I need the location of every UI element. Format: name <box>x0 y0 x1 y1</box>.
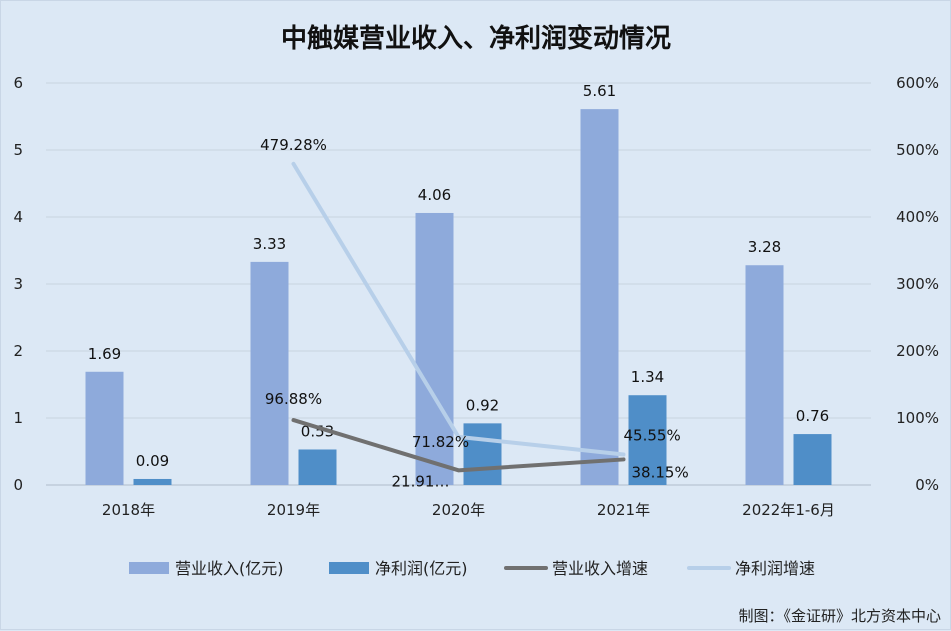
chart-title: 中触媒营业收入、净利润变动情况 <box>281 23 671 54</box>
left-axis-tick: 5 <box>13 141 23 159</box>
legend-label: 营业收入增速 <box>552 559 648 578</box>
revenue-bar-label: 5.61 <box>583 82 616 100</box>
x-axis-tick: 2018年 <box>102 501 155 519</box>
profit-bar <box>793 434 832 485</box>
revenue-bar <box>85 371 124 485</box>
left-axis-tick: 4 <box>13 208 23 226</box>
legend-swatch <box>329 562 369 574</box>
revenue-growth-line <box>291 418 626 473</box>
left-axis-tick: 2 <box>13 342 23 360</box>
profit-bar <box>463 423 502 485</box>
legend-swatch <box>129 562 169 574</box>
profit-bar-label: 0.92 <box>466 396 499 414</box>
revenue-bar <box>745 265 784 485</box>
legend-label: 营业收入(亿元) <box>175 559 284 578</box>
profit-bar <box>628 395 667 485</box>
x-axis-tick: 2022年1-6月 <box>742 501 835 519</box>
right-axis-tick: 100% <box>896 409 939 427</box>
profit-bar-label: 0.53 <box>301 422 334 440</box>
revenue-bar <box>250 261 289 485</box>
profit-bar-label: 1.34 <box>631 368 664 386</box>
revenue-bar-label: 3.33 <box>253 235 286 253</box>
revenue-growth-label: 38.15% <box>632 463 689 481</box>
profit-bar-label: 0.76 <box>796 407 829 425</box>
revenue-bar <box>415 212 454 486</box>
right-axis-tick: 500% <box>896 141 939 159</box>
profit-growth-label: 71.82% <box>412 433 469 451</box>
revenue-growth-label: 21.91… <box>392 472 450 490</box>
left-axis-tick: 1 <box>13 409 23 427</box>
left-axis-tick: 0 <box>13 476 23 494</box>
revenue-bar-label: 3.28 <box>748 238 781 256</box>
x-axis-tick: 2021年 <box>597 501 650 519</box>
right-axis-tick: 0% <box>915 476 939 494</box>
legend-label: 净利润(亿元) <box>375 559 468 578</box>
left-axis-tick: 3 <box>13 275 23 293</box>
profit-growth-label: 45.55% <box>624 426 681 444</box>
right-axis-tick: 300% <box>896 275 939 293</box>
revenue-bar-label: 1.69 <box>88 345 121 363</box>
revenue-growth-label: 96.88% <box>265 390 322 408</box>
left-axis-tick: 6 <box>13 74 23 92</box>
profit-bar <box>133 478 172 485</box>
right-axis-tick: 600% <box>896 74 939 92</box>
profit-growth-line <box>291 161 626 457</box>
revenue-bar-label: 4.06 <box>418 186 451 204</box>
profit-bar-label: 0.09 <box>136 452 169 470</box>
profit-bar <box>298 449 337 485</box>
right-axis-tick: 200% <box>896 342 939 360</box>
x-axis-tick: 2020年 <box>432 501 485 519</box>
legend-label: 净利润增速 <box>735 559 815 578</box>
revenue-bar <box>580 109 619 485</box>
right-axis-tick: 400% <box>896 208 939 226</box>
chart-credit: 制图：《金证研》北方资本中心 <box>738 607 941 625</box>
x-axis-tick: 2019年 <box>267 501 320 519</box>
profit-growth-label: 479.28% <box>260 136 327 154</box>
